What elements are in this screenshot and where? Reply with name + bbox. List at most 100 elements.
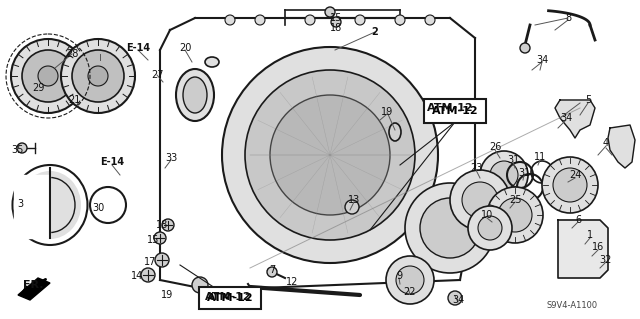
Text: 34: 34 — [452, 295, 464, 305]
Circle shape — [155, 253, 169, 267]
Circle shape — [162, 219, 174, 231]
Text: 2: 2 — [372, 27, 378, 37]
Circle shape — [17, 143, 27, 153]
Text: 4: 4 — [603, 138, 609, 148]
Text: FR.: FR. — [23, 280, 44, 290]
Circle shape — [11, 39, 85, 113]
Text: 31: 31 — [507, 155, 519, 165]
Text: 12: 12 — [286, 277, 298, 287]
Text: 23: 23 — [470, 163, 482, 173]
Text: 30: 30 — [92, 203, 104, 213]
Text: ATM-12: ATM-12 — [205, 292, 252, 302]
Circle shape — [487, 187, 543, 243]
Ellipse shape — [183, 77, 207, 113]
Text: 32: 32 — [600, 255, 612, 265]
Text: 15: 15 — [330, 13, 342, 23]
Text: E-14: E-14 — [100, 157, 124, 167]
Text: 27: 27 — [151, 70, 163, 80]
Text: 9: 9 — [396, 271, 402, 281]
Circle shape — [192, 277, 208, 293]
Circle shape — [72, 50, 124, 102]
Polygon shape — [558, 220, 608, 278]
Circle shape — [141, 268, 155, 282]
Text: 1: 1 — [587, 230, 593, 240]
Text: S9V4-A1100: S9V4-A1100 — [547, 300, 598, 309]
Circle shape — [270, 95, 390, 215]
Text: 8: 8 — [565, 13, 571, 23]
Text: ATM-12: ATM-12 — [427, 103, 474, 113]
Text: 11: 11 — [534, 152, 546, 162]
Text: 20: 20 — [179, 43, 191, 53]
Circle shape — [22, 50, 74, 102]
Text: 10: 10 — [481, 210, 493, 220]
Circle shape — [225, 15, 235, 25]
Circle shape — [468, 206, 512, 250]
Ellipse shape — [19, 171, 81, 239]
Circle shape — [305, 15, 315, 25]
Text: 18: 18 — [156, 220, 168, 230]
Polygon shape — [18, 278, 50, 300]
Circle shape — [420, 198, 480, 258]
Text: 18: 18 — [330, 23, 342, 33]
FancyBboxPatch shape — [424, 99, 486, 123]
Circle shape — [154, 232, 166, 244]
Circle shape — [520, 43, 530, 53]
Circle shape — [553, 168, 587, 202]
Circle shape — [345, 200, 359, 214]
Text: 35: 35 — [12, 145, 24, 155]
Text: E-14: E-14 — [126, 43, 150, 53]
Text: 22: 22 — [404, 287, 416, 297]
Text: 24: 24 — [569, 170, 581, 180]
Text: 17: 17 — [144, 257, 156, 267]
Polygon shape — [608, 125, 635, 168]
Text: 19: 19 — [161, 290, 173, 300]
Text: 34: 34 — [560, 113, 572, 123]
Text: 13: 13 — [348, 195, 360, 205]
Circle shape — [498, 198, 532, 232]
Text: 31: 31 — [518, 168, 530, 178]
Ellipse shape — [205, 57, 219, 67]
Ellipse shape — [176, 69, 214, 121]
Circle shape — [267, 267, 277, 277]
Circle shape — [480, 151, 528, 199]
FancyBboxPatch shape — [199, 287, 261, 309]
Circle shape — [448, 291, 462, 305]
Circle shape — [490, 161, 518, 189]
Text: 26: 26 — [489, 142, 501, 152]
Ellipse shape — [389, 123, 401, 141]
Text: ATM-12: ATM-12 — [432, 106, 478, 116]
Text: 14: 14 — [131, 271, 143, 281]
Text: 15: 15 — [147, 235, 159, 245]
Circle shape — [331, 17, 341, 27]
Circle shape — [478, 216, 502, 240]
Polygon shape — [555, 100, 595, 138]
Circle shape — [425, 15, 435, 25]
Circle shape — [450, 170, 510, 230]
Text: 25: 25 — [509, 195, 521, 205]
Text: 5: 5 — [585, 95, 591, 105]
Circle shape — [325, 7, 335, 17]
Text: 19: 19 — [381, 107, 393, 117]
Circle shape — [395, 15, 405, 25]
Text: 6: 6 — [575, 215, 581, 225]
Text: 33: 33 — [165, 153, 177, 163]
Text: 28: 28 — [66, 49, 78, 59]
Circle shape — [222, 47, 438, 263]
Text: 16: 16 — [592, 242, 604, 252]
Text: ATM-12: ATM-12 — [207, 293, 253, 303]
Text: 34: 34 — [536, 55, 548, 65]
Text: 29: 29 — [32, 83, 44, 93]
Circle shape — [355, 15, 365, 25]
Circle shape — [245, 70, 415, 240]
Circle shape — [542, 157, 598, 213]
Circle shape — [255, 15, 265, 25]
Circle shape — [386, 256, 434, 304]
Circle shape — [88, 66, 108, 86]
Text: 7: 7 — [269, 265, 275, 275]
Text: 21: 21 — [68, 95, 80, 105]
Circle shape — [396, 266, 424, 294]
Circle shape — [61, 39, 135, 113]
Circle shape — [462, 182, 498, 218]
Text: 3: 3 — [17, 199, 23, 209]
Circle shape — [405, 183, 495, 273]
